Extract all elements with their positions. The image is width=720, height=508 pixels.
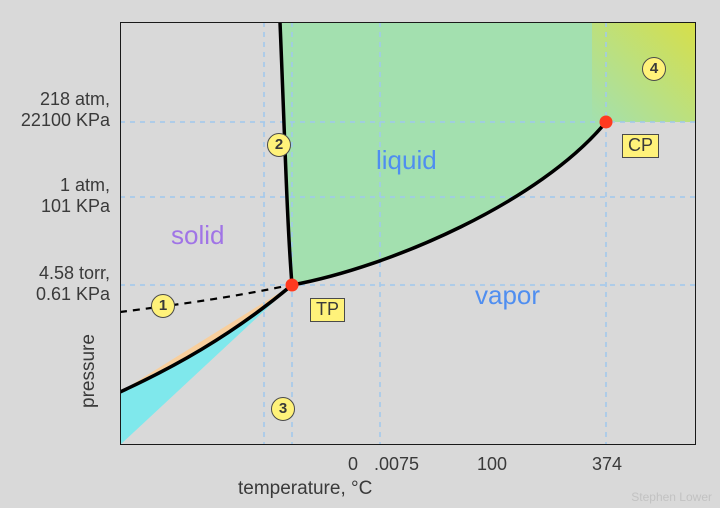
liquid-label: liquid [376, 145, 437, 176]
vapor-label: vapor [475, 280, 540, 311]
solid-region [120, 285, 292, 392]
triple-point-dot [286, 279, 299, 292]
callout-2: 2 [267, 133, 291, 157]
callout-4: 4 [642, 57, 666, 81]
y-axis-tick-label: 1 atm,101 KPa [41, 175, 110, 216]
solid-label: solid [171, 220, 224, 251]
y-axis-label: pressure [78, 334, 100, 408]
x-axis-tick-label: .0075 [374, 454, 419, 475]
x-axis-label: temperature, °C [238, 478, 372, 500]
phase-diagram-frame: 218 atm,22100 KPa 1 atm,101 KPa 4.58 torr,… [0, 0, 720, 508]
y-axis-tick-label: 218 atm,22100 KPa [21, 89, 110, 130]
critical-point-label: CP [622, 134, 659, 158]
y-axis-tick-label: 4.58 torr,0.61 KPa [36, 263, 110, 304]
x-axis-tick-label: 0 [348, 454, 358, 475]
credit-text: Stephen Lower [631, 490, 712, 504]
critical-point-dot [600, 116, 613, 129]
callout-3: 3 [271, 397, 295, 421]
x-axis-tick-label: 100 [477, 454, 507, 475]
callout-1: 1 [151, 294, 175, 318]
triple-point-label: TP [310, 298, 345, 322]
x-axis-tick-label: 374 [592, 454, 622, 475]
